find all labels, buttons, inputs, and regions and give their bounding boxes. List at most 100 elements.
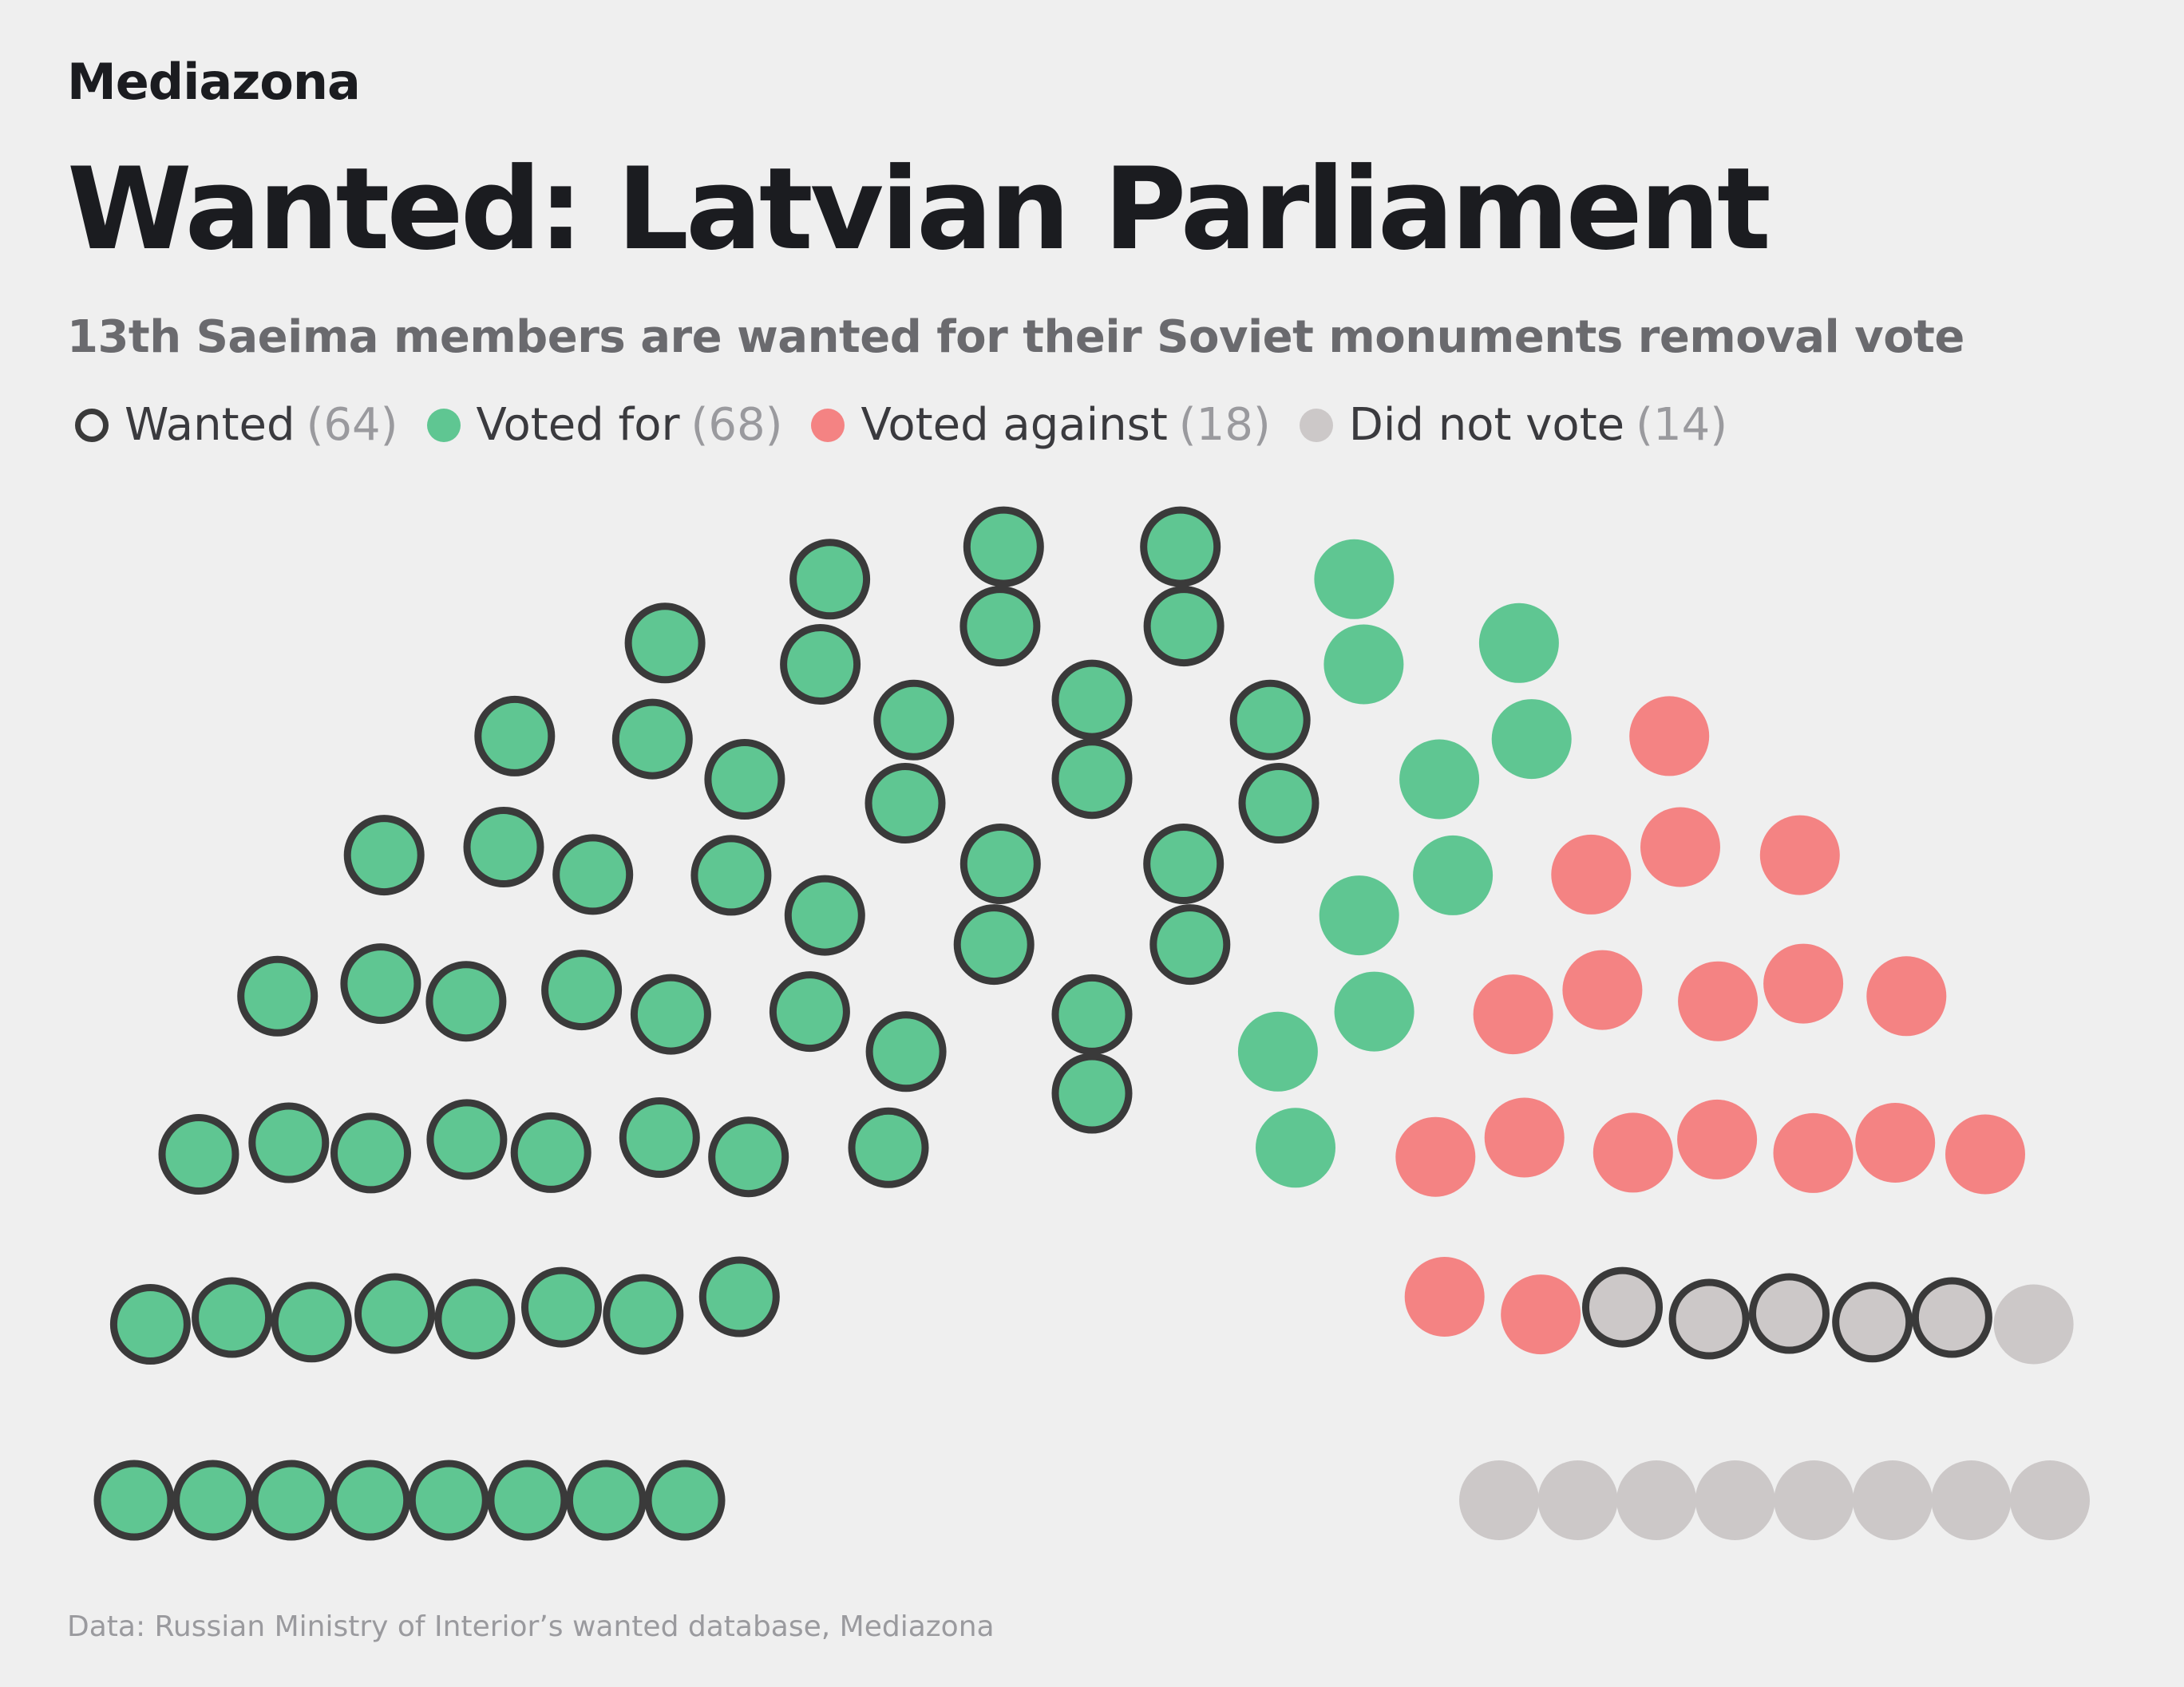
seat-voted-against — [1562, 950, 1643, 1030]
seat-voted-for-wanted — [1229, 679, 1311, 761]
seat-voted-against — [1678, 961, 1759, 1041]
seat-did-not-vote — [1993, 1284, 2074, 1365]
chart-subtitle: 13th Saeima members are wanted for their… — [67, 311, 1964, 363]
seat-voted-against — [1945, 1114, 2025, 1195]
seat-voted-against — [1866, 956, 1947, 1037]
seat-voted-for-wanted — [864, 763, 946, 844]
seat-voted-for — [1237, 1011, 1318, 1092]
seat-voted-for-wanted — [408, 1460, 489, 1541]
seat-voted-for-wanted — [237, 955, 318, 1037]
seat-voted-for-wanted — [565, 1460, 647, 1541]
seat-voted-for — [1256, 1108, 1335, 1188]
seat-voted-for-wanted — [624, 602, 706, 684]
seat-voted-for-wanted — [330, 1460, 411, 1541]
brand-logo: Mediazona — [67, 53, 361, 111]
seat-voted-for-wanted — [690, 835, 772, 916]
seat-voted-for-wanted — [425, 961, 507, 1042]
seat-voted-for-wanted — [541, 950, 623, 1031]
seat-voted-against — [1759, 815, 1840, 895]
seat-voted-for-wanted — [192, 1277, 273, 1358]
legend-label: Voted against — [861, 399, 1168, 451]
seat-voted-against — [1640, 807, 1720, 887]
legend-count: (68) — [690, 399, 783, 451]
seat-voted-for-wanted — [644, 1460, 726, 1541]
seat-voted-for-wanted — [603, 1274, 684, 1355]
seat-voted-for-wanted — [487, 1460, 568, 1541]
seat-did-not-vote-wanted — [1832, 1282, 1913, 1363]
legend-count: (18) — [1178, 399, 1271, 451]
seat-voted-for — [1491, 699, 1572, 780]
seat-did-not-vote — [1537, 1460, 1618, 1540]
seat-did-not-vote-wanted — [1582, 1266, 1663, 1348]
seat-voted-for-wanted — [1051, 738, 1133, 820]
legend-label: Voted for — [476, 399, 680, 451]
seat-did-not-vote — [1774, 1460, 1854, 1540]
seat-voted-for-wanted — [354, 1273, 435, 1354]
seat-voted-for-wanted — [521, 1266, 602, 1348]
seat-voted-for-wanted — [1140, 506, 1221, 587]
seat-voted-for-wanted — [619, 1097, 700, 1178]
seat-voted-for-wanted — [1238, 763, 1320, 844]
seat-voted-for — [1413, 835, 1494, 915]
seat-voted-for-wanted — [963, 506, 1044, 587]
seat-voted-for-wanted — [708, 1116, 789, 1198]
seat-voted-for-wanted — [959, 824, 1041, 904]
legend-count: (64) — [306, 399, 398, 451]
seat-voted-against — [1773, 1112, 1854, 1193]
seat-voted-for-wanted — [172, 1460, 254, 1541]
seat-voted-for-wanted — [1143, 586, 1225, 667]
seat-voted-for-wanted — [959, 586, 1041, 667]
seat-voted-for-wanted — [463, 807, 544, 887]
seat-voted-against — [1484, 1097, 1565, 1178]
seat-voted-for-wanted — [330, 1112, 411, 1194]
seat-did-not-vote — [1616, 1460, 1697, 1540]
seat-voted-against — [1501, 1274, 1581, 1355]
legend-item-did-not-vote: Did not vote (14) — [1299, 399, 1728, 451]
seat-voted-for — [1334, 971, 1414, 1052]
seat-did-not-vote — [1459, 1460, 1539, 1540]
seat-voted-for-wanted — [769, 971, 850, 1053]
legend-count: (14) — [1636, 399, 1728, 451]
legend-label: Did not vote — [1348, 399, 1625, 451]
seat-voted-for — [1314, 539, 1395, 619]
seat-did-not-vote — [1852, 1460, 1933, 1540]
seat-voted-against — [1404, 1257, 1485, 1337]
seat-voted-for-wanted — [953, 904, 1035, 986]
seat-voted-against — [1395, 1116, 1476, 1197]
seat-voted-against — [1551, 834, 1632, 915]
legend-swatch-wanted — [75, 408, 109, 442]
seat-voted-for-wanted — [93, 1460, 175, 1541]
seat-voted-for-wanted — [784, 875, 865, 956]
legend-item-wanted: Wanted (64) — [75, 399, 398, 451]
seat-voted-for-wanted — [271, 1282, 352, 1363]
legend-swatch-voted-against — [811, 408, 845, 442]
seat-did-not-vote — [1695, 1460, 1775, 1540]
seat-voted-for-wanted — [158, 1114, 239, 1195]
seat-did-not-vote-wanted — [1668, 1278, 1750, 1360]
legend-label: Wanted — [125, 399, 295, 451]
legend-item-voted-against: Voted against (18) — [811, 399, 1271, 451]
seat-voted-for-wanted — [1051, 659, 1133, 741]
seat-voted-for-wanted — [343, 815, 425, 896]
seat-voted-for — [1399, 739, 1480, 820]
seat-voted-for-wanted — [789, 539, 871, 620]
seat-voted-for-wanted — [873, 679, 955, 761]
seat-voted-for-wanted — [248, 1102, 330, 1183]
seat-voted-for-wanted — [434, 1278, 516, 1360]
seat-voted-for-wanted — [474, 695, 556, 776]
seat-voted-against — [1677, 1099, 1758, 1179]
seat-voted-for-wanted — [698, 1256, 780, 1337]
seat-voted-for — [1323, 624, 1404, 705]
seat-did-not-vote-wanted — [1911, 1277, 1992, 1358]
source-note: Data: Russian Ministry of Interior’s wan… — [67, 1610, 995, 1643]
seat-voted-for-wanted — [611, 698, 693, 780]
seat-voted-for-wanted — [780, 624, 861, 705]
legend: Wanted (64) Voted for (68) Voted against… — [75, 399, 1756, 451]
seat-voted-against — [1629, 696, 1710, 776]
seat-voted-for-wanted — [109, 1284, 191, 1365]
seat-voted-for-wanted — [1143, 824, 1225, 904]
seat-voted-for — [1478, 602, 1559, 683]
legend-swatch-did-not-vote — [1299, 408, 1333, 442]
legend-item-voted-for: Voted for (68) — [426, 399, 783, 451]
